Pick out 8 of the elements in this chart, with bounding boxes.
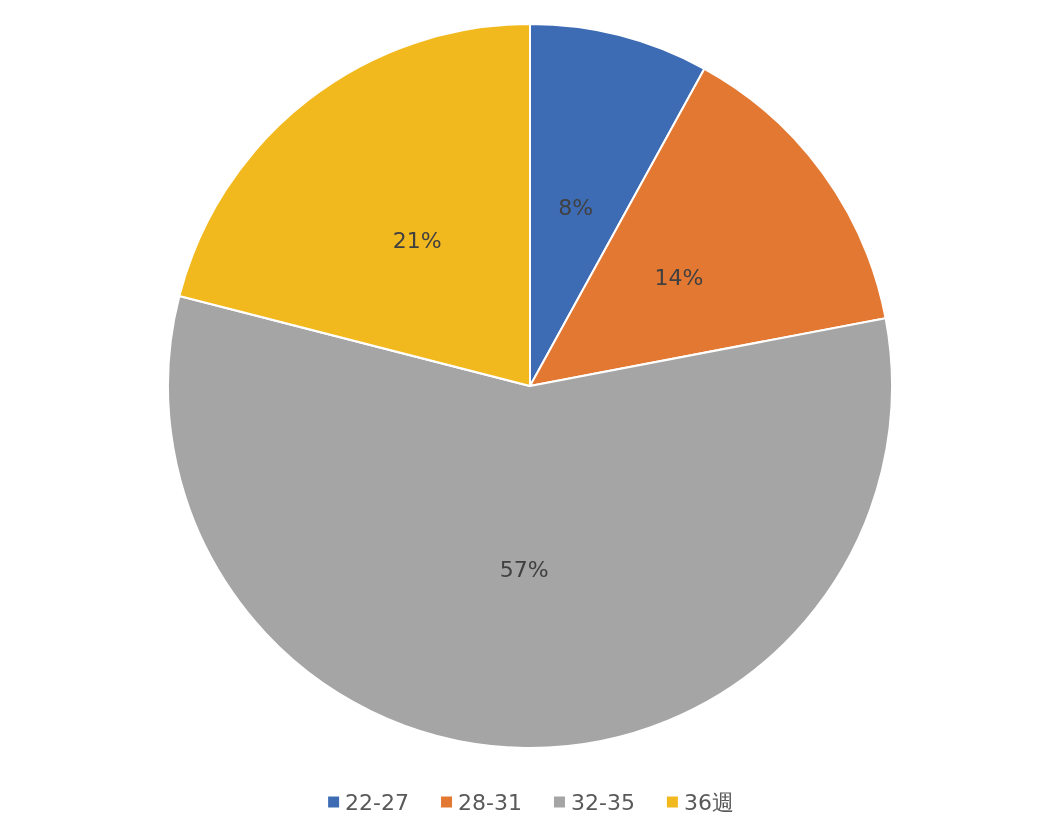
data-label: 57% bbox=[499, 557, 549, 583]
legend-label: 36週 bbox=[683, 789, 734, 815]
data-label: 8% bbox=[558, 195, 594, 221]
legend-label: 22-27 bbox=[345, 789, 410, 815]
legend-label: 32-35 bbox=[570, 789, 635, 815]
data-label: 14% bbox=[654, 265, 704, 291]
legend-label: 28-31 bbox=[458, 789, 522, 815]
data-label: 21% bbox=[392, 228, 442, 254]
